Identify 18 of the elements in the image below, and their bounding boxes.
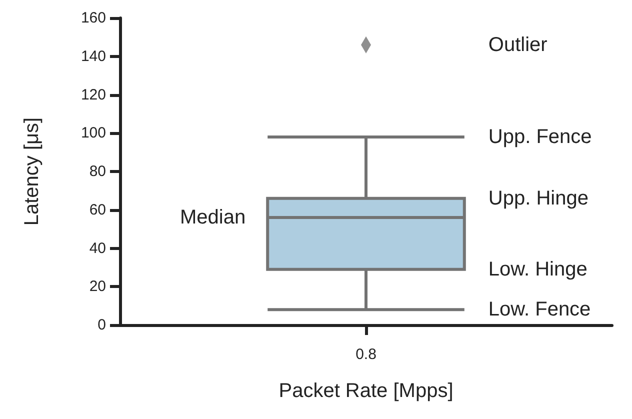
y-tick-label: 80 (89, 163, 106, 180)
x-axis-title: Packet Rate [Mpps] (278, 380, 454, 402)
annotation: Upp. Hinge (488, 187, 588, 210)
y-tick-label: 100 (80, 124, 106, 142)
y-tick-label: 60 (89, 201, 106, 218)
y-tick-label: 40 (89, 240, 106, 257)
y-tick-label: 160 (80, 10, 106, 26)
annotation: Upp. Fence (488, 126, 592, 148)
annotation: Low. Fence (488, 298, 591, 321)
y-tick-label: 0 (98, 316, 106, 334)
y-tick-label: 120 (80, 86, 106, 104)
y-axis-title: Latency [μs] (21, 117, 43, 226)
x-tick-label: 0.8 (356, 346, 376, 363)
annotation: Outlier (488, 34, 548, 56)
y-tick-label: 20 (89, 278, 106, 296)
y-tick-label: 140 (80, 48, 106, 65)
annotation: Low. Hinge (488, 258, 588, 280)
annotation: Median (180, 206, 246, 229)
